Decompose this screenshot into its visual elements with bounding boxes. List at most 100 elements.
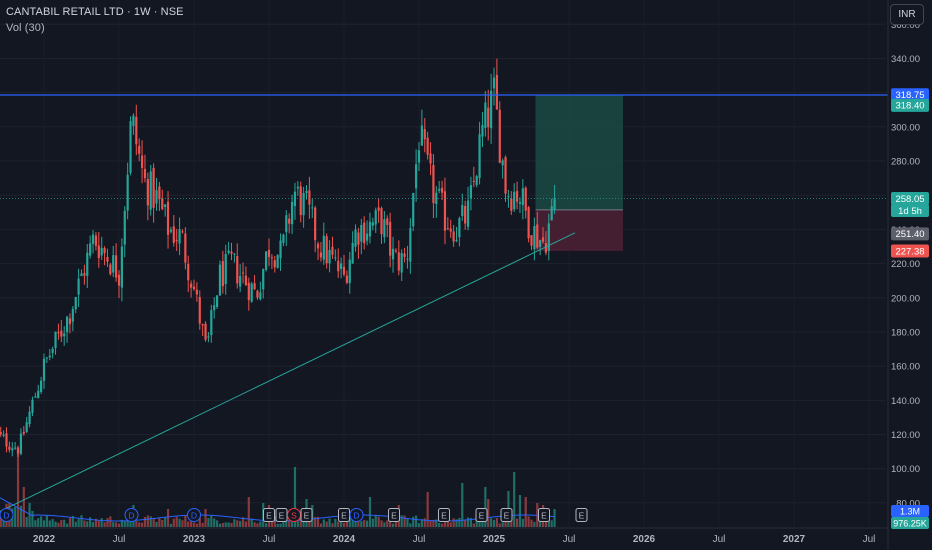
volume-bar: [83, 520, 86, 527]
volume-bar: [204, 509, 207, 527]
candle-body: [236, 256, 239, 284]
candle-body: [438, 188, 441, 191]
volume-bar: [342, 522, 346, 527]
candle-body: [65, 316, 69, 333]
candle-body: [86, 252, 89, 276]
candle-body: [224, 254, 227, 285]
candle-body: [406, 258, 409, 260]
candle-body: [536, 224, 539, 248]
candle-body: [348, 259, 351, 284]
volume-bar: [285, 518, 288, 527]
price-axis-label: [891, 88, 929, 102]
volume-bar: [221, 522, 224, 527]
volume-axis-label-text: 976.25K: [893, 518, 927, 528]
volume-bar: [527, 516, 530, 527]
candle-body: [521, 188, 524, 205]
candle-body: [533, 225, 536, 250]
volume-bar: [325, 521, 328, 527]
volume-bar: [100, 518, 103, 527]
volume-bar: [247, 497, 250, 527]
volume-bar: [138, 522, 141, 527]
candle-body: [409, 228, 412, 262]
currency-button[interactable]: INR: [890, 4, 924, 25]
candle-body: [100, 247, 103, 256]
event-marker-label: E: [579, 510, 585, 520]
candle-body: [250, 283, 253, 302]
volume-bar: [452, 518, 455, 527]
volume-bar: [518, 495, 522, 527]
volume-bar: [259, 521, 262, 527]
volume-bar: [377, 516, 380, 527]
x-tick-label: Jul: [563, 534, 576, 545]
volume-bar: [218, 523, 222, 527]
candle-body: [37, 390, 40, 399]
volume-bar: [201, 522, 204, 527]
volume-bar: [466, 517, 470, 527]
volume-bar: [112, 522, 115, 527]
candle-body: [337, 260, 340, 272]
volume-bar: [380, 520, 383, 527]
candle-body: [109, 264, 112, 275]
volume-bar: [386, 520, 389, 527]
candle-body: [449, 228, 452, 232]
volume-bar: [403, 515, 406, 527]
candle-body: [403, 253, 406, 257]
volume-bar: [22, 487, 25, 527]
candle-body: [178, 229, 181, 244]
candle-body: [265, 251, 268, 270]
candle-body: [423, 129, 426, 140]
volume-bar: [172, 518, 175, 527]
volume-bar: [409, 523, 412, 527]
candle-body: [365, 233, 369, 241]
candle-body: [322, 235, 325, 260]
volume-bar: [478, 517, 481, 527]
candle-body: [204, 323, 207, 340]
symbol-title: CANTABIL RETAIL LTD · 1W · NSE: [6, 6, 184, 18]
candle-body: [77, 278, 80, 295]
volume-bar: [365, 520, 369, 527]
volume-bar: [57, 522, 60, 527]
candle-body: [210, 310, 213, 336]
volume-bar: [510, 519, 513, 527]
volume-bar: [368, 497, 372, 527]
candle-body: [342, 266, 346, 275]
x-tick-label: 2027: [783, 534, 806, 545]
candle-body: [325, 236, 328, 264]
candle-body: [115, 255, 118, 278]
volume-bar: [210, 515, 213, 527]
candle-body: [391, 248, 395, 260]
candle-body: [2, 434, 5, 436]
candle-body: [164, 204, 167, 207]
y-tick-label: 160.00: [891, 362, 920, 373]
candle-body: [244, 275, 248, 286]
candle-body: [524, 187, 527, 211]
candle-body: [22, 431, 25, 434]
candle-body: [42, 358, 46, 381]
candle-body: [314, 207, 317, 241]
candle-body: [466, 200, 470, 227]
candle-body: [383, 219, 386, 238]
volume-bar: [360, 521, 363, 527]
volume-bar: [215, 520, 219, 527]
volume-bar: [233, 519, 236, 527]
price-axis-label: [891, 98, 929, 112]
volume-bar: [490, 518, 493, 527]
event-marker-label: E: [304, 510, 310, 520]
candle-body: [345, 275, 348, 283]
price-axis-label-text: 318.75: [895, 90, 924, 101]
volume-bar: [155, 521, 158, 527]
candle-body: [354, 229, 357, 247]
candle-body: [412, 192, 415, 227]
candle-body: [386, 218, 389, 225]
candle-body: [495, 74, 498, 110]
volume-bar: [74, 521, 77, 527]
candle-body: [452, 231, 455, 242]
x-tick-label: 2025: [483, 534, 506, 545]
earnings-marker: [438, 508, 450, 522]
candle-body: [380, 208, 383, 235]
earnings-marker: [263, 508, 275, 522]
earnings-marker: [500, 508, 513, 522]
candle-body: [513, 191, 516, 210]
